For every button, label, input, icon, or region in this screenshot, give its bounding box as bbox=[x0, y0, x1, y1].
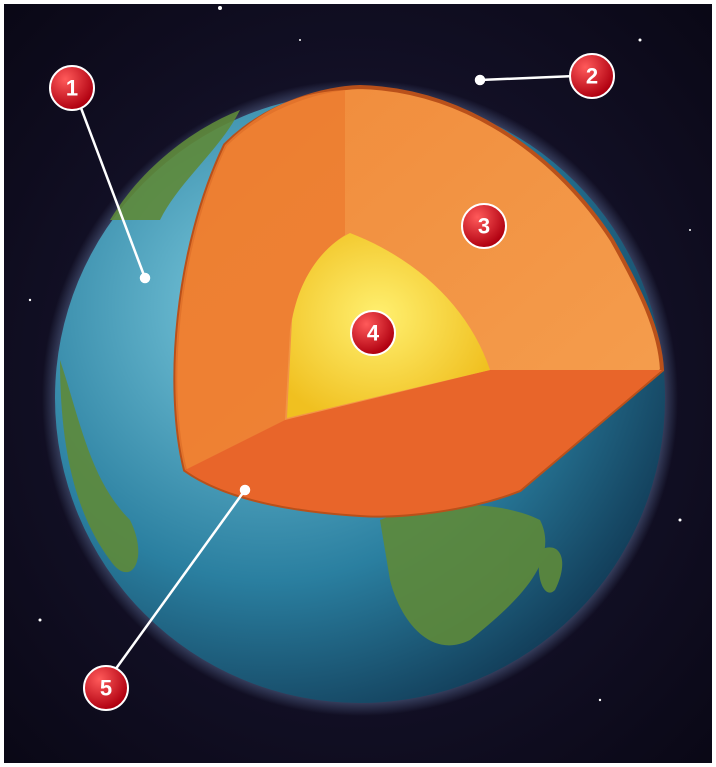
markers: 1 2 3 4 5 bbox=[49, 53, 615, 711]
marker-badge bbox=[49, 65, 95, 111]
marker-badge bbox=[569, 53, 615, 99]
mantle-bottom-face bbox=[185, 370, 662, 516]
marker-label: 4 bbox=[367, 321, 380, 346]
marker-badge bbox=[350, 310, 396, 356]
marker-label: 5 bbox=[100, 676, 112, 701]
mantle-left-face bbox=[175, 90, 345, 470]
continents bbox=[60, 110, 563, 646]
stars bbox=[28, 6, 691, 702]
marker-badge bbox=[83, 665, 129, 711]
marker-label: 3 bbox=[478, 214, 490, 239]
marker-label: 2 bbox=[586, 64, 598, 89]
leader-lines bbox=[76, 74, 576, 671]
marker-label: 1 bbox=[66, 76, 78, 101]
marker-badge bbox=[461, 203, 507, 249]
